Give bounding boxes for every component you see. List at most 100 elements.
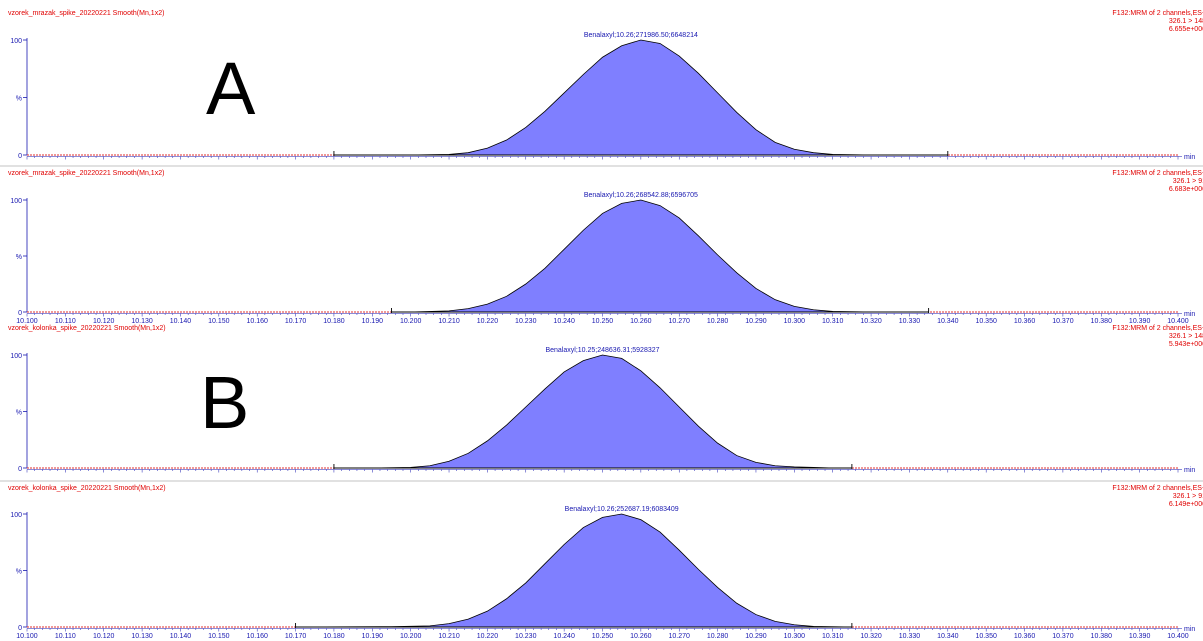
- y-tick-label: 0: [18, 625, 22, 632]
- x-tick-label: 10.160: [246, 318, 268, 325]
- y-tick-label: %: [16, 96, 22, 103]
- x-tick-label: 10.120: [93, 633, 115, 640]
- peak-area: [295, 514, 852, 627]
- x-tick-label: 10.240: [553, 318, 575, 325]
- x-tick-label: 10.270: [669, 633, 691, 640]
- x-tick-label: 10.110: [55, 318, 76, 325]
- x-tick-label: 10.280: [707, 318, 729, 325]
- x-tick-label: 10.400: [1167, 318, 1189, 325]
- peak-label: Benalaxyl;10.26;268542.88;6596705: [584, 192, 698, 199]
- x-tick-label: 10.180: [323, 633, 345, 640]
- peak-label: Benalaxyl;10.25;248636.31;5928327: [545, 347, 659, 354]
- x-tick-label: 10.370: [1052, 318, 1074, 325]
- y-tick-label: 0: [18, 310, 22, 317]
- x-tick-label: 10.210: [438, 633, 460, 640]
- x-tick-label: 10.270: [669, 318, 691, 325]
- x-tick-label: 10.310: [822, 633, 844, 640]
- panel-letter-b: B: [200, 361, 250, 444]
- y-tick-label: %: [16, 569, 22, 576]
- channel-info-line: 5.943e+006: [1169, 341, 1203, 348]
- x-tick-label: 10.190: [362, 318, 384, 325]
- x-tick-label: 10.100: [16, 318, 38, 325]
- x-tick-label: 10.200: [400, 318, 422, 325]
- y-tick-label: 0: [18, 153, 22, 160]
- x-tick-label: 10.300: [784, 633, 806, 640]
- peak-label: Benalaxyl;10.26;271986.50;6648214: [584, 32, 698, 39]
- channel-info-line: F132:MRM of 2 channels,ES+: [1112, 10, 1203, 17]
- x-axis-unit: min: [1184, 467, 1195, 474]
- y-tick-label: 100: [10, 38, 22, 45]
- x-tick-label: 10.160: [246, 633, 268, 640]
- channel-info-line: 326.1 > 91: [1173, 493, 1203, 500]
- x-tick-label: 10.280: [707, 633, 729, 640]
- x-tick-label: 10.320: [860, 633, 882, 640]
- channel-info-line: 326.1 > 148: [1169, 333, 1203, 340]
- channel-info-line: 326.1 > 91: [1173, 178, 1203, 185]
- x-tick-label: 10.220: [477, 318, 499, 325]
- x-tick-label: 10.250: [592, 633, 614, 640]
- channel-info-line: 6.683e+006: [1169, 186, 1203, 193]
- x-tick-label: 10.260: [630, 318, 652, 325]
- x-axis-unit: min: [1184, 311, 1195, 318]
- x-tick-label: 10.230: [515, 318, 537, 325]
- x-tick-label: 10.130: [131, 633, 153, 640]
- x-tick-label: 10.320: [860, 318, 882, 325]
- sample-title: vzorek_kolonka_spike_20220221 Smooth(Mn,…: [8, 485, 166, 492]
- x-tick-label: 10.230: [515, 633, 537, 640]
- peak-outline: [372, 354, 833, 469]
- channel-info-line: 6.149e+006: [1169, 501, 1203, 508]
- x-tick-label: 10.330: [899, 318, 921, 325]
- x-tick-label: 10.120: [93, 318, 115, 325]
- x-tick-label: 10.220: [477, 633, 499, 640]
- x-tick-label: 10.330: [899, 633, 921, 640]
- peak-label: Benalaxyl;10.26;252687.19;6083409: [565, 506, 679, 513]
- x-tick-label: 10.370: [1052, 633, 1074, 640]
- x-tick-label: 10.110: [55, 633, 76, 640]
- sample-title: vzorek_kolonka_spike_20220221 Smooth(Mn,…: [8, 325, 166, 332]
- y-tick-label: 100: [10, 512, 22, 519]
- x-tick-label: 10.290: [745, 318, 767, 325]
- y-tick-label: 100: [10, 353, 22, 360]
- x-tick-label: 10.350: [975, 318, 997, 325]
- x-tick-label: 10.390: [1129, 633, 1151, 640]
- x-axis-unit: min: [1184, 154, 1195, 161]
- channel-info-line: F132:MRM of 2 channels,ES+: [1112, 485, 1203, 492]
- x-tick-label: 10.180: [323, 318, 345, 325]
- x-tick-label: 10.200: [400, 633, 422, 640]
- x-tick-label: 10.390: [1129, 318, 1151, 325]
- x-tick-label: 10.130: [131, 318, 153, 325]
- x-tick-label: 10.150: [208, 318, 230, 325]
- x-tick-label: 10.290: [745, 633, 767, 640]
- x-tick-label: 10.140: [170, 318, 192, 325]
- x-tick-label: 10.240: [553, 633, 575, 640]
- x-tick-label: 10.250: [592, 318, 614, 325]
- x-tick-label: 10.260: [630, 633, 652, 640]
- x-tick-label: 10.360: [1014, 318, 1036, 325]
- channel-info-line: F132:MRM of 2 channels,ES+: [1112, 325, 1203, 332]
- sample-title: vzorek_mrazak_spike_20220221 Smooth(Mn,1…: [8, 170, 164, 177]
- channel-info-line: 326.1 > 148: [1169, 18, 1203, 25]
- x-tick-label: 10.210: [438, 318, 460, 325]
- x-tick-label: 10.150: [208, 633, 230, 640]
- peak-area: [410, 200, 872, 312]
- x-tick-label: 10.170: [285, 318, 307, 325]
- x-tick-label: 10.380: [1091, 318, 1113, 325]
- peak-area: [410, 40, 872, 155]
- peak-area: [372, 355, 833, 468]
- x-tick-label: 10.350: [975, 633, 997, 640]
- x-tick-label: 10.400: [1167, 633, 1189, 640]
- sample-title: vzorek_mrazak_spike_20220221 Smooth(Mn,1…: [8, 10, 164, 17]
- x-tick-label: 10.190: [362, 633, 384, 640]
- y-tick-label: 0: [18, 466, 22, 473]
- y-tick-label: %: [16, 410, 22, 417]
- x-tick-label: 10.380: [1091, 633, 1113, 640]
- channel-info-line: F132:MRM of 2 channels,ES+: [1112, 170, 1203, 177]
- x-tick-label: 10.340: [937, 633, 959, 640]
- x-tick-label: 10.360: [1014, 633, 1036, 640]
- peak-outline: [410, 39, 872, 156]
- panel-letter-a: A: [206, 47, 256, 130]
- x-tick-label: 10.340: [937, 318, 959, 325]
- peak-outline: [295, 513, 852, 628]
- x-axis-unit: min: [1184, 626, 1195, 633]
